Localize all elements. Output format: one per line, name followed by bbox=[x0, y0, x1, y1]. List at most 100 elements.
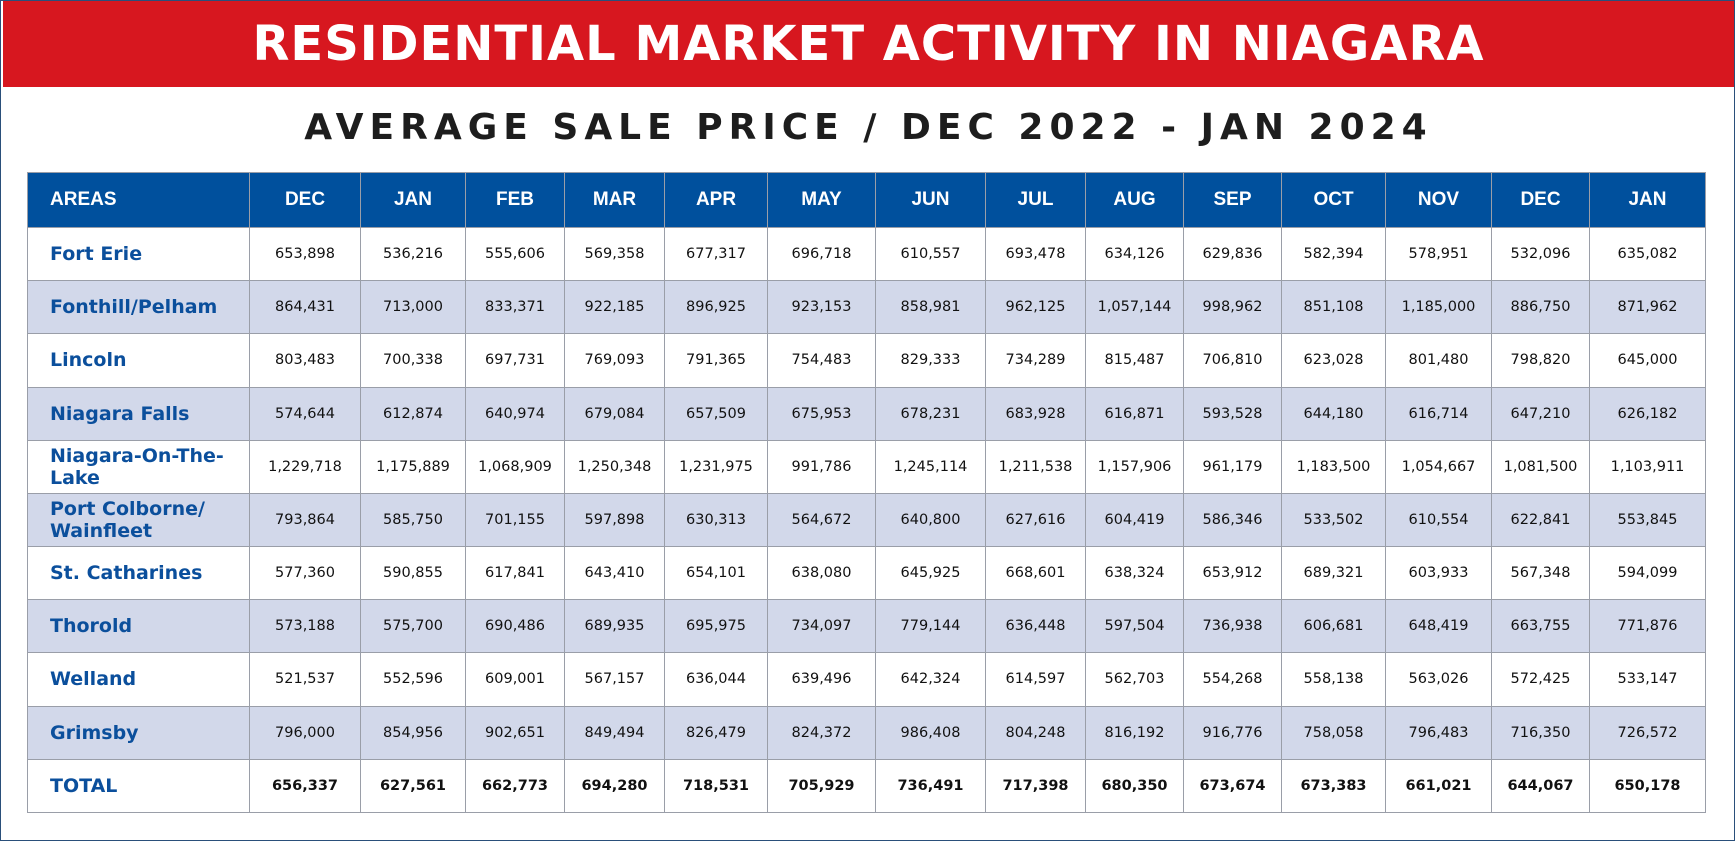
price-cell: 668,601 bbox=[985, 546, 1086, 601]
price-cell: 533,502 bbox=[1281, 492, 1386, 548]
price-cell: 647,210 bbox=[1491, 386, 1590, 441]
price-cell: 554,268 bbox=[1183, 652, 1282, 707]
price-cell: 653,912 bbox=[1183, 546, 1282, 601]
price-cell: 706,810 bbox=[1183, 333, 1282, 388]
price-cell: 521,537 bbox=[249, 652, 361, 707]
price-cell: 1,157,906 bbox=[1085, 439, 1184, 494]
price-cell: 645,925 bbox=[875, 546, 986, 601]
areas-column-header: AREAS bbox=[27, 172, 250, 228]
price-cell: 1,231,975 bbox=[664, 439, 768, 494]
price-cell: 689,321 bbox=[1281, 546, 1386, 601]
price-cell: 630,313 bbox=[664, 492, 768, 548]
table-header: AREAS DEC JAN FEB MAR APR MAY JUN JUL AUG SEP OCT N… bbox=[27, 172, 1706, 228]
price-cell: 804,248 bbox=[985, 705, 1086, 760]
price-cell: 771,876 bbox=[1589, 599, 1706, 654]
month-column-header: JAN bbox=[1589, 172, 1706, 228]
price-cell: 754,483 bbox=[767, 333, 876, 388]
price-cell: 603,933 bbox=[1385, 546, 1492, 601]
total-cell: 680,350 bbox=[1085, 758, 1184, 814]
price-cell: 803,483 bbox=[249, 333, 361, 388]
price-cell: 769,093 bbox=[564, 333, 665, 388]
price-cell: 604,419 bbox=[1085, 492, 1184, 548]
total-label: TOTAL bbox=[27, 758, 250, 814]
price-cell: 815,487 bbox=[1085, 333, 1184, 388]
price-cell: 614,597 bbox=[985, 652, 1086, 707]
price-cell: 793,864 bbox=[249, 492, 361, 548]
price-cell: 713,000 bbox=[360, 280, 466, 335]
table-row: Niagara-On-The-Lake 1,229,718 1,175,889 1,0… bbox=[27, 439, 1706, 494]
price-cell: 1,229,718 bbox=[249, 439, 361, 494]
page-title: RESIDENTIAL MARKET ACTIVITY IN NIAGARA bbox=[252, 16, 1485, 72]
price-cell: 663,755 bbox=[1491, 599, 1590, 654]
price-cell: 678,231 bbox=[875, 386, 986, 441]
price-cell: 824,372 bbox=[767, 705, 876, 760]
month-column-header: OCT bbox=[1281, 172, 1386, 228]
month-column-header: JUL bbox=[985, 172, 1086, 228]
price-cell: 829,333 bbox=[875, 333, 986, 388]
price-cell: 916,776 bbox=[1183, 705, 1282, 760]
total-cell: 656,337 bbox=[249, 758, 361, 814]
price-cell: 689,935 bbox=[564, 599, 665, 654]
total-cell: 694,280 bbox=[564, 758, 665, 814]
total-cell: 650,178 bbox=[1589, 758, 1706, 814]
price-cell: 858,981 bbox=[875, 280, 986, 335]
price-cell: 533,147 bbox=[1589, 652, 1706, 707]
total-cell: 627,561 bbox=[360, 758, 466, 814]
price-cell: 555,606 bbox=[465, 226, 565, 282]
price-cell: 638,080 bbox=[767, 546, 876, 601]
price-cell: 1,103,911 bbox=[1589, 439, 1706, 494]
area-name: Grimsby bbox=[27, 705, 250, 760]
price-cell: 1,057,144 bbox=[1085, 280, 1184, 335]
price-cell: 961,179 bbox=[1183, 439, 1282, 494]
table-row: Niagara Falls 574,644 612,874 640,974 679,08… bbox=[27, 386, 1706, 441]
price-cell: 653,898 bbox=[249, 226, 361, 282]
area-name: Fort Erie bbox=[27, 226, 250, 282]
price-cell: 643,410 bbox=[564, 546, 665, 601]
price-cell: 700,338 bbox=[360, 333, 466, 388]
price-cell: 923,153 bbox=[767, 280, 876, 335]
area-name: Niagara-On-The-Lake bbox=[27, 439, 250, 494]
price-cell: 623,028 bbox=[1281, 333, 1386, 388]
table-row: Lincoln 803,483 700,338 697,731 769,093 791,3… bbox=[27, 333, 1706, 388]
price-cell: 716,350 bbox=[1491, 705, 1590, 760]
price-cell: 697,731 bbox=[465, 333, 565, 388]
price-cell: 639,496 bbox=[767, 652, 876, 707]
table-row: Fort Erie 653,898 536,216 555,606 569,358 677… bbox=[27, 226, 1706, 282]
price-cell: 572,425 bbox=[1491, 652, 1590, 707]
price-cell: 616,714 bbox=[1385, 386, 1492, 441]
price-cell: 798,820 bbox=[1491, 333, 1590, 388]
price-cell: 564,672 bbox=[767, 492, 876, 548]
month-column-header: DEC bbox=[1491, 172, 1590, 228]
total-cell: 717,398 bbox=[985, 758, 1086, 814]
price-cell: 758,058 bbox=[1281, 705, 1386, 760]
price-cell: 849,494 bbox=[564, 705, 665, 760]
price-cell: 922,185 bbox=[564, 280, 665, 335]
price-cell: 854,956 bbox=[360, 705, 466, 760]
price-cell: 567,348 bbox=[1491, 546, 1590, 601]
price-cell: 998,962 bbox=[1183, 280, 1282, 335]
price-cell: 629,836 bbox=[1183, 226, 1282, 282]
price-cell: 585,750 bbox=[360, 492, 466, 548]
price-cell: 826,479 bbox=[664, 705, 768, 760]
month-column-header: MAR bbox=[564, 172, 665, 228]
area-name: Lincoln bbox=[27, 333, 250, 388]
price-cell: 791,365 bbox=[664, 333, 768, 388]
price-cell: 1,175,889 bbox=[360, 439, 466, 494]
price-cell: 612,874 bbox=[360, 386, 466, 441]
area-name: Niagara Falls bbox=[27, 386, 250, 441]
total-cell: 705,929 bbox=[767, 758, 876, 814]
price-cell: 657,509 bbox=[664, 386, 768, 441]
price-cell: 616,871 bbox=[1085, 386, 1184, 441]
price-cell: 796,000 bbox=[249, 705, 361, 760]
price-cell: 562,703 bbox=[1085, 652, 1184, 707]
price-cell: 986,408 bbox=[875, 705, 986, 760]
price-cell: 690,486 bbox=[465, 599, 565, 654]
price-cell: 590,855 bbox=[360, 546, 466, 601]
price-cell: 1,183,500 bbox=[1281, 439, 1386, 494]
price-cell: 617,841 bbox=[465, 546, 565, 601]
price-cell: 991,786 bbox=[767, 439, 876, 494]
price-cell: 1,250,348 bbox=[564, 439, 665, 494]
total-cell: 661,021 bbox=[1385, 758, 1492, 814]
price-cell: 902,651 bbox=[465, 705, 565, 760]
total-cell: 673,383 bbox=[1281, 758, 1386, 814]
